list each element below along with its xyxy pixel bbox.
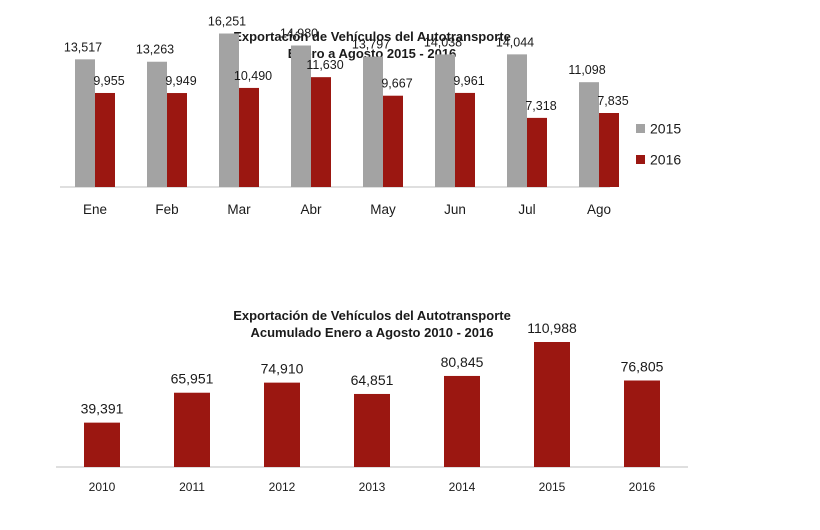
chart1-subtitle: Enero a Agosto 2015 - 2016 (288, 46, 457, 61)
data-label-2015-may: 13,797 (352, 38, 390, 52)
chart2-bars (84, 342, 660, 467)
data-label-2016-mar: 10,490 (234, 69, 272, 83)
data-label-2011: 65,951 (171, 371, 214, 387)
category-label-2014: 2014 (449, 480, 476, 494)
chart-cumulative: Exportación de Vehículos del Autotranspo… (56, 308, 688, 494)
data-label-2015: 110,988 (527, 320, 577, 336)
bar-2011 (174, 392, 210, 467)
bar-2016-feb (167, 93, 187, 187)
bar-2013 (354, 393, 390, 467)
category-label-mar: Mar (227, 202, 251, 217)
data-label-2010: 39,391 (81, 401, 124, 417)
bar-2015-ago (579, 82, 599, 187)
chart2-title: Exportación de Vehículos del Autotranspo… (233, 308, 511, 323)
category-label-2015: 2015 (539, 480, 566, 494)
category-label-ago: Ago (587, 202, 611, 217)
bar-2016 (624, 380, 660, 467)
data-label-2015-abr: 14,980 (280, 27, 318, 41)
category-label-2012: 2012 (269, 480, 296, 494)
bar-2015-jul (507, 54, 527, 188)
bar-2015-may (363, 56, 383, 187)
category-label-2011: 2011 (179, 480, 205, 494)
bar-2016-jul (527, 117, 547, 187)
bar-2012 (264, 382, 300, 467)
data-label-2016-jul: 7,318 (525, 99, 556, 113)
data-label-2016-feb: 9,949 (165, 74, 196, 88)
category-label-ene: Ene (83, 202, 107, 217)
data-label-2016-ene: 9,955 (93, 74, 124, 88)
data-label-2013: 64,851 (351, 372, 394, 388)
data-label-2015-ago: 11,098 (568, 63, 605, 77)
chart2-category-labels: 2010 2011 2012 2013 2014 2015 2016 (89, 480, 656, 494)
bar-2015-feb (147, 61, 167, 187)
data-label-2015-jul: 14,044 (496, 35, 534, 49)
data-label-2012: 74,910 (261, 361, 304, 377)
data-label-2016-ago: 7,835 (597, 94, 628, 108)
chart1-data-labels: 13,517 9,955 13,263 9,949 16,251 10,490 14,980… (64, 15, 629, 113)
category-label-abr: Abr (300, 202, 322, 217)
legend-swatch-2015 (636, 124, 645, 133)
bar-2016-jun (455, 92, 475, 187)
bar-2016-may (383, 95, 403, 187)
chart2-data-labels: 39,391 65,951 74,910 64,851 80,845 110,988 76,… (81, 320, 664, 417)
bar-2014 (444, 375, 480, 467)
bar-2015-mar (219, 33, 239, 187)
bar-2016-ago (599, 113, 619, 187)
chart-monthly: Exportación de Vehículos del Autotranspo… (60, 15, 681, 217)
data-label-2015-jun: 14,038 (424, 35, 462, 49)
data-label-2015-feb: 13,263 (136, 43, 174, 57)
category-label-2016: 2016 (629, 480, 656, 494)
bar-2015-abr (291, 45, 311, 188)
bar-2016-abr (311, 77, 331, 187)
bar-2016-mar (239, 87, 259, 187)
category-label-feb: Feb (155, 202, 178, 217)
legend-swatch-2016 (636, 155, 645, 164)
data-label-2016-abr: 11,630 (306, 58, 343, 72)
chart1-category-labels: Ene Feb Mar Abr May Jun Jul Ago (83, 202, 611, 217)
data-label-2015-ene: 13,517 (64, 40, 102, 54)
chart1-title: Exportación de Vehículos del Autotranspo… (233, 29, 511, 44)
bar-2016-ene (95, 92, 115, 187)
category-label-2010: 2010 (89, 480, 116, 494)
chart1-legend: 2015 2016 (636, 121, 681, 168)
chart1-bars (75, 33, 619, 188)
legend-label-2016: 2016 (650, 152, 681, 168)
bar-2015-jun (435, 54, 455, 188)
category-label-jun: Jun (444, 202, 466, 217)
chart2-subtitle: Acumulado Enero a Agosto 2010 - 2016 (251, 325, 494, 340)
bar-2010 (84, 422, 120, 467)
data-label-2016-may: 9,667 (381, 77, 412, 91)
data-label-2015-mar: 16,251 (208, 15, 246, 29)
category-label-may: May (370, 202, 396, 217)
data-label-2016-jun: 9,961 (453, 74, 484, 88)
data-label-2014: 80,845 (441, 354, 484, 370)
legend-label-2015: 2015 (650, 121, 681, 137)
category-label-jul: Jul (518, 202, 535, 217)
category-label-2013: 2013 (359, 480, 386, 494)
bar-2015-ene (75, 59, 95, 187)
data-label-2016: 76,805 (621, 358, 664, 374)
bar-2015 (534, 342, 570, 467)
